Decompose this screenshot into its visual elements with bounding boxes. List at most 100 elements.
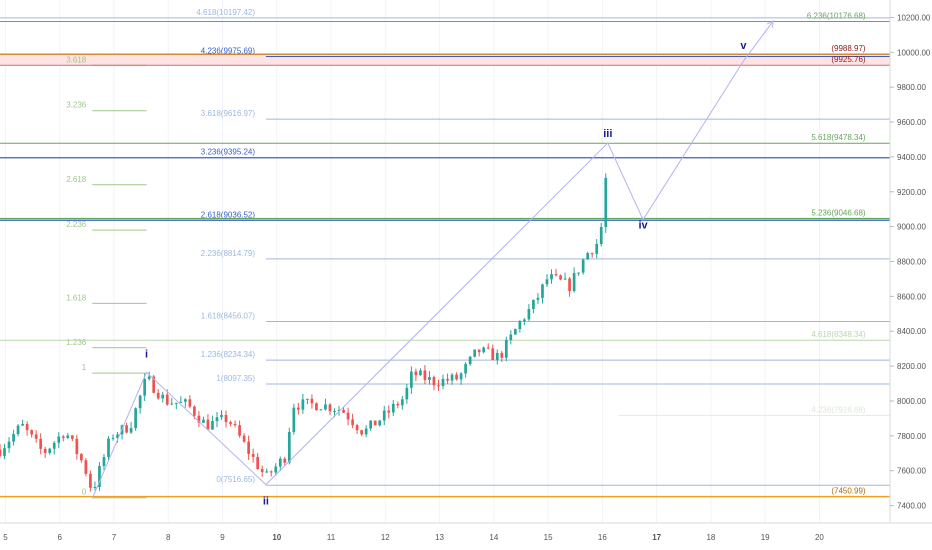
candle-body <box>355 425 359 431</box>
candle-body <box>513 329 517 335</box>
candle-body <box>256 456 260 469</box>
wave-label: ii <box>263 496 269 508</box>
candle-body <box>523 319 526 322</box>
candle-body <box>396 403 400 406</box>
fib-level-label: 2.236 <box>66 220 87 229</box>
candle-body <box>188 399 192 407</box>
candle-body <box>80 454 83 461</box>
fib-level-label: 1 <box>82 363 87 372</box>
wave-label: i <box>145 348 148 360</box>
price-tick-label: 7400.00 <box>897 502 926 511</box>
candle-body <box>206 419 210 430</box>
wave-label: iv <box>638 219 648 231</box>
time-tick-label: 10 <box>272 533 281 542</box>
fib-level-label: 3.236 <box>66 101 87 110</box>
candle-body <box>93 487 97 489</box>
candle-body <box>364 428 368 435</box>
candle-body <box>486 347 490 349</box>
elliott-wave-path <box>91 20 774 499</box>
candle-body <box>57 436 61 443</box>
candle-body <box>21 423 24 426</box>
candle-body <box>260 468 264 473</box>
candle-body <box>143 379 147 396</box>
price-tick-label: 10000.00 <box>897 48 931 57</box>
candle-body <box>229 422 232 424</box>
candle-body <box>337 409 341 412</box>
candle-body <box>432 376 436 386</box>
price-tick-label: 8600.00 <box>897 292 926 301</box>
fib-level-label: 2.618(9036.52) <box>201 210 256 219</box>
price-tick-label: 9600.00 <box>897 118 926 127</box>
price-tick-label: 9000.00 <box>897 223 926 232</box>
candle-body <box>215 417 219 422</box>
candle-body <box>25 423 29 431</box>
candle-body <box>125 425 128 433</box>
price-band <box>0 54 890 66</box>
candle-body <box>197 415 201 423</box>
fib-level-label: 5.236(9046.68) <box>811 208 866 217</box>
candle-body <box>129 428 133 433</box>
candle-body <box>464 364 467 374</box>
candle-body <box>0 449 2 456</box>
fib-level-label: 4.236(7916.68) <box>811 405 866 414</box>
candle-body <box>581 259 585 273</box>
fib-level-label: 1.618(8456.07) <box>201 311 256 320</box>
candle-body <box>174 402 178 404</box>
time-tick-label: 12 <box>381 533 390 542</box>
candle-body <box>477 349 481 353</box>
candle-body <box>70 435 74 439</box>
candle-body <box>107 438 110 458</box>
candle-body <box>211 421 214 430</box>
candle-body <box>61 436 65 438</box>
time-tick-label: 20 <box>815 533 824 542</box>
candle-body <box>410 371 413 388</box>
candle-body <box>224 414 228 423</box>
fib-level-label: 3.618(9616.97) <box>201 109 256 118</box>
candle-body <box>66 435 70 438</box>
candle-body <box>152 376 156 393</box>
candle-body <box>468 356 472 365</box>
candle-body <box>450 374 454 381</box>
fib-level-label: 1.236 <box>66 338 87 347</box>
time-tick-label: 11 <box>327 533 336 542</box>
fib-level-label: 4.236(9975.69) <box>201 47 256 56</box>
candle-body <box>75 438 79 455</box>
candle-body <box>373 420 377 426</box>
candle-body <box>554 274 558 276</box>
fib-level-label: 1.618 <box>66 293 87 302</box>
candle-body <box>297 407 300 410</box>
price-tick-label: 8400.00 <box>897 327 926 336</box>
fib-level-label: 1(8097.35) <box>216 374 255 383</box>
candle-body <box>500 352 504 358</box>
price-tick-label: 9800.00 <box>897 83 926 92</box>
candle-body <box>310 398 314 404</box>
time-tick-label: 16 <box>598 533 607 542</box>
candle-body <box>134 408 137 429</box>
price-tick-label: 8200.00 <box>897 362 926 371</box>
candle-body <box>423 370 427 381</box>
candle-body <box>419 370 422 376</box>
candle-body <box>559 275 562 280</box>
candle-body <box>3 448 6 456</box>
price-tick-label: 7600.00 <box>897 467 926 476</box>
candle-body <box>319 409 323 411</box>
candle-body <box>43 448 47 453</box>
wave-label: iii <box>603 128 612 140</box>
fib-level-label: (9988.97) <box>831 44 866 53</box>
candle-body <box>604 177 608 228</box>
candle-body <box>495 352 499 360</box>
candle-body <box>536 297 540 300</box>
candle-body <box>278 458 282 467</box>
candle-body <box>527 309 531 320</box>
time-axis[interactable]: 5 6 7 8 9 10 11 12 13 14 15 16 17 18 19 20 <box>0 522 932 542</box>
candle-body <box>590 253 594 255</box>
fib-level-label: 3.618 <box>66 55 87 64</box>
candle-body <box>274 466 278 473</box>
candle-body <box>116 434 119 438</box>
time-tick-label: 18 <box>706 533 715 542</box>
candle-body <box>39 438 43 449</box>
price-axis[interactable]: 7400.00 7600.00 7800.00 8000.00 8200.00 8400.… <box>889 0 931 523</box>
candle-body <box>446 378 449 381</box>
candle-body <box>545 279 549 285</box>
